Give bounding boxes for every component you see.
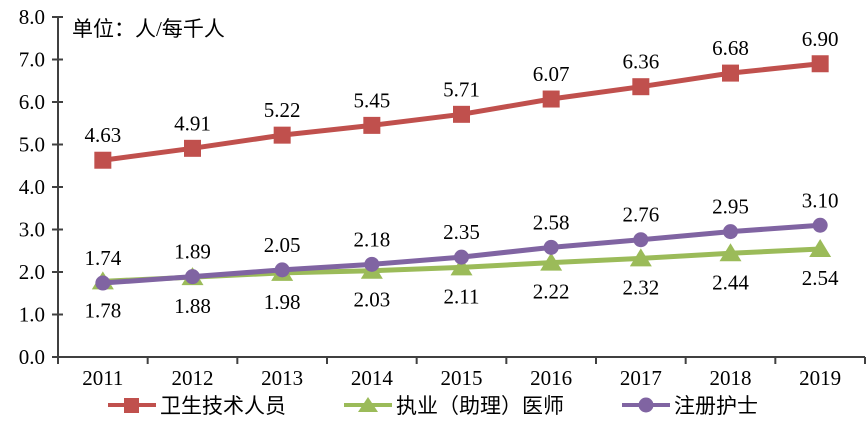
- y-axis-tick-label: 1.0: [19, 303, 45, 327]
- x-axis-tick-label: 2018: [710, 366, 752, 390]
- data-point-marker: [812, 217, 828, 233]
- x-axis-tick-label: 2013: [261, 366, 303, 390]
- legend-item-health-technicians: 卫生技术人员: [108, 390, 286, 420]
- data-point-label: 1.88: [174, 294, 211, 318]
- y-axis-tick-label: 7.0: [19, 48, 45, 72]
- data-point-label: 6.36: [622, 50, 659, 74]
- data-point-label: 2.95: [712, 195, 749, 219]
- data-point-label: 5.45: [353, 88, 390, 112]
- legend: 卫生技术人员 执业（助理）医师 注册护士: [0, 390, 866, 420]
- data-point-marker: [719, 243, 742, 262]
- x-axis-tick-label: 2016: [530, 366, 572, 390]
- data-point-label: 5.71: [443, 77, 480, 101]
- data-point-label: 1.98: [264, 290, 301, 314]
- data-point-marker: [540, 252, 563, 271]
- data-point-marker: [723, 224, 738, 240]
- data-point-label: 4.63: [84, 123, 121, 147]
- data-point-marker: [811, 55, 829, 73]
- data-point-label: 1.89: [174, 240, 211, 264]
- data-point-marker: [95, 275, 111, 291]
- data-point-marker: [94, 151, 112, 169]
- data-point-label: 2.35: [443, 220, 480, 244]
- circle-marker-icon: [622, 397, 670, 413]
- data-point-marker: [363, 116, 381, 134]
- data-point-label: 6.07: [533, 62, 570, 86]
- data-point-marker: [633, 232, 649, 248]
- data-point-label: 3.10: [802, 188, 839, 212]
- data-point-marker: [629, 248, 652, 267]
- x-axis-tick-label: 2017: [620, 366, 662, 390]
- data-point-label: 2.18: [353, 227, 390, 251]
- data-point-label: 6.90: [802, 27, 839, 51]
- data-point-marker: [722, 64, 739, 82]
- data-point-marker: [273, 126, 291, 144]
- data-point-marker: [809, 239, 832, 258]
- data-point-label: 2.54: [802, 266, 839, 290]
- data-point-marker: [542, 90, 560, 108]
- data-point-label: 2.76: [622, 203, 659, 227]
- data-point-label: 5.22: [264, 98, 301, 122]
- legend-item-registered-nurses: 注册护士: [622, 390, 758, 420]
- x-axis-tick-label: 2019: [799, 366, 841, 390]
- data-point-label: 1.78: [84, 298, 121, 322]
- legend-label: 注册护士: [674, 394, 758, 418]
- y-axis-tick-label: 3.0: [19, 218, 45, 242]
- x-axis-tick-label: 2014: [351, 366, 394, 390]
- square-marker-icon: [108, 398, 156, 413]
- data-point-label: 6.68: [712, 36, 749, 60]
- data-point-label: 2.03: [353, 288, 390, 312]
- y-axis-tick-label: 4.0: [19, 175, 45, 199]
- y-axis-tick-label: 6.0: [19, 90, 45, 114]
- data-point-marker: [454, 249, 469, 265]
- data-point-label: 4.91: [174, 111, 211, 135]
- legend-label: 执业（助理）医师: [396, 394, 564, 418]
- data-point-marker: [632, 78, 650, 96]
- data-point-label: 2.11: [444, 284, 480, 308]
- y-axis-tick-label: 2.0: [19, 260, 45, 284]
- data-point-label: 2.32: [622, 275, 659, 299]
- y-axis-tick-label: 0.0: [19, 345, 45, 369]
- data-point-marker: [185, 269, 200, 285]
- x-axis-tick-label: 2015: [441, 366, 483, 390]
- data-point-label: 2.05: [264, 233, 301, 257]
- unit-label: 单位：人/每千人: [72, 17, 225, 41]
- y-axis-tick-label: 5.0: [19, 133, 45, 157]
- x-axis-tick-label: 2011: [82, 366, 123, 390]
- data-point-marker: [274, 262, 290, 278]
- data-point-marker: [453, 105, 470, 123]
- y-axis-tick-label: 8.0: [19, 5, 45, 29]
- data-point-label: 2.22: [533, 280, 570, 304]
- data-point-marker: [543, 239, 559, 255]
- data-point-marker: [364, 256, 380, 272]
- x-axis-tick-label: 2012: [172, 366, 214, 390]
- data-point-marker: [450, 257, 473, 276]
- data-point-label: 2.58: [533, 210, 570, 234]
- data-point-marker: [184, 139, 201, 157]
- data-point-label: 1.74: [84, 246, 121, 270]
- legend-label: 卫生技术人员: [160, 394, 286, 418]
- legend-item-licensed-physicians: 执业（助理）医师: [344, 390, 564, 420]
- data-point-label: 2.44: [712, 270, 749, 294]
- triangle-marker-icon: [344, 397, 392, 412]
